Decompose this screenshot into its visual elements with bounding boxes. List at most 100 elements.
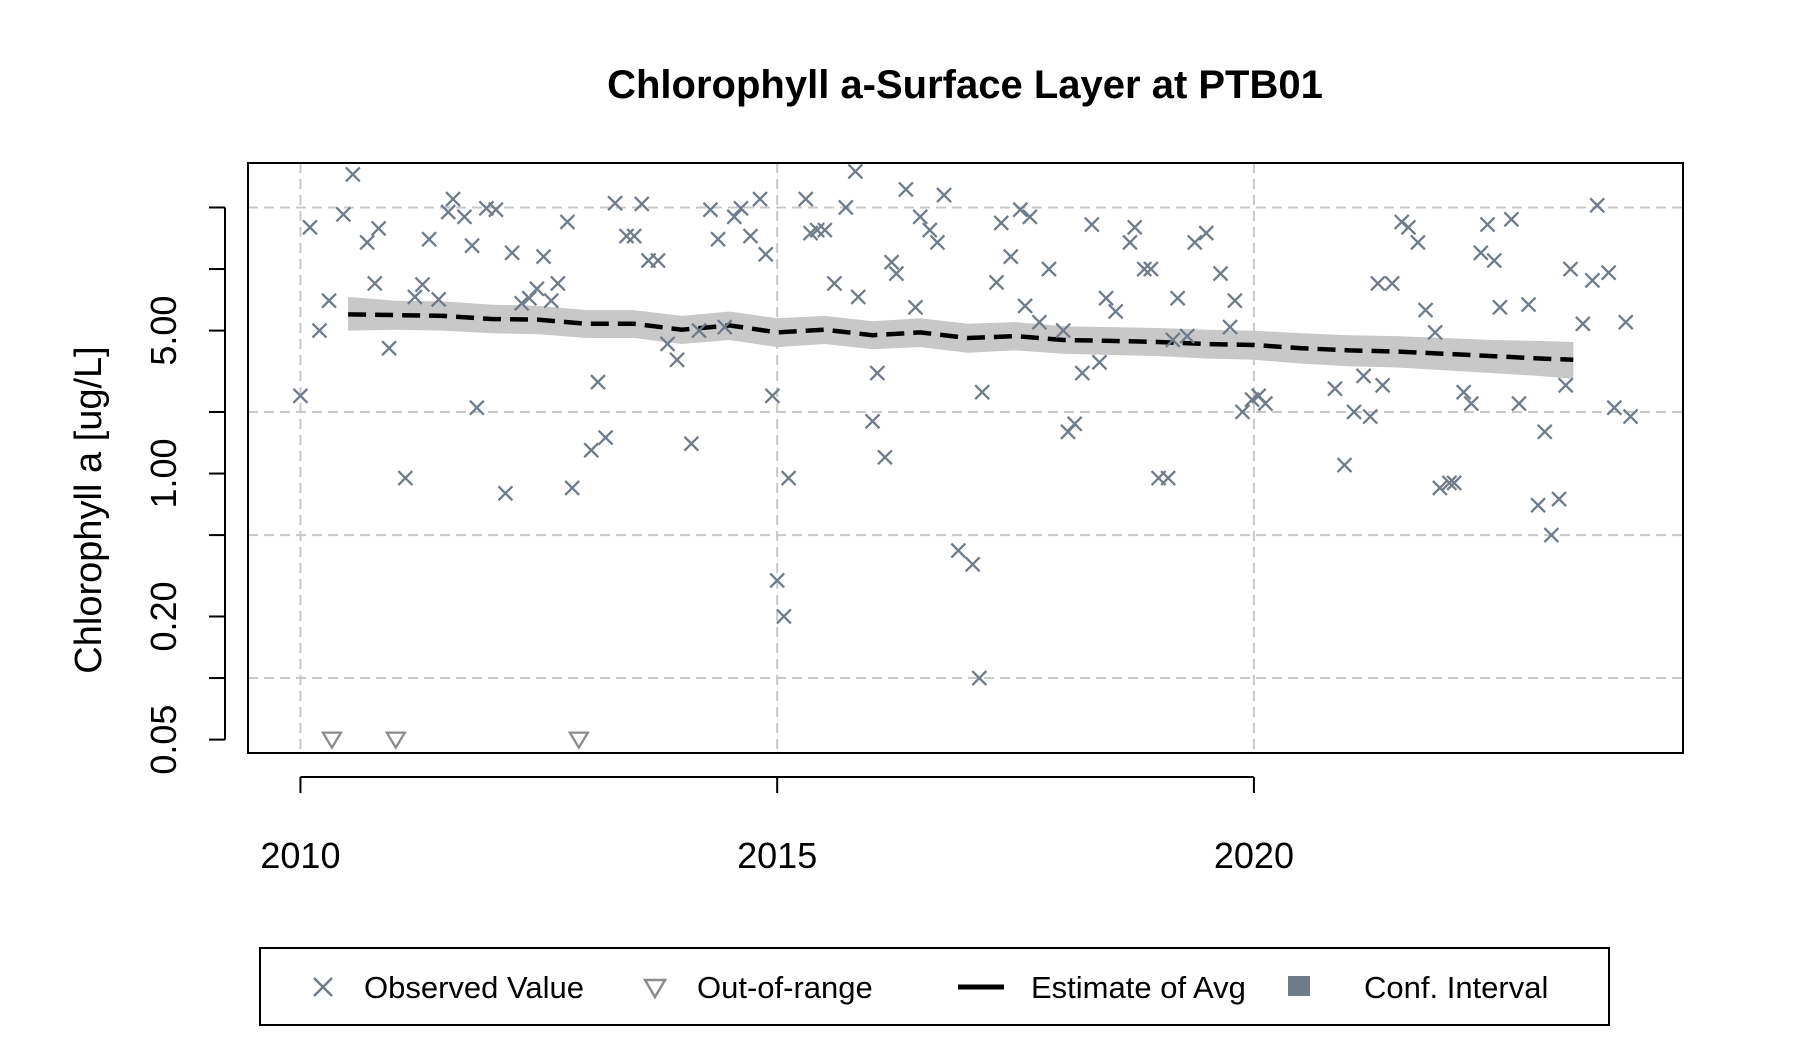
observed-point-128 — [1441, 475, 1458, 491]
y-tick-label-0: 0.05 — [143, 705, 184, 775]
observed-point-120 — [1374, 377, 1391, 394]
observed-point-15 — [440, 204, 457, 220]
observed-point-99 — [1143, 261, 1159, 277]
observed-point-135 — [1492, 299, 1508, 316]
observed-point-113 — [1257, 395, 1274, 412]
observed-point-64 — [850, 289, 867, 305]
observed-point-45 — [702, 201, 719, 218]
observed-point-147 — [1589, 197, 1605, 214]
out-of-range-point-1 — [384, 731, 407, 750]
x-axis: 2010 2015 2020 — [260, 776, 1294, 876]
observed-point-6 — [359, 234, 375, 251]
observed-point-12 — [414, 276, 431, 293]
observed-point-2 — [311, 322, 328, 339]
observed-point-136 — [1503, 211, 1520, 228]
y-axis-label: Chlorophyll a [ug/L] — [68, 346, 110, 673]
observed-point-91 — [1074, 365, 1091, 381]
observed-point-18 — [464, 237, 480, 254]
observed-point-35 — [607, 195, 623, 211]
observed-point-14 — [430, 291, 447, 308]
observed-point-133 — [1479, 216, 1496, 233]
observed-point-34 — [597, 429, 614, 446]
observed-point-66 — [869, 365, 886, 381]
observed-point-50 — [742, 228, 759, 244]
observed-point-121 — [1384, 275, 1400, 292]
observed-point-119 — [1370, 275, 1386, 292]
observed-point-32 — [583, 442, 600, 459]
observed-point-0 — [292, 387, 309, 404]
observed-point-139 — [1530, 497, 1546, 514]
legend-marker-out-of-range — [642, 978, 668, 1000]
observed-point-85 — [1022, 209, 1038, 225]
observed-point-131 — [1463, 395, 1480, 412]
legend-box — [259, 947, 1610, 1026]
observed-point-33 — [590, 374, 606, 390]
observed-point-103 — [1169, 290, 1186, 307]
estimate-series-line — [348, 312, 1574, 363]
observed-point-87 — [1041, 261, 1057, 277]
observed-point-16 — [445, 191, 461, 207]
x-tick-label-1: 2015 — [737, 835, 817, 876]
legend-marker-ci — [1288, 976, 1310, 996]
observed-point-22 — [497, 485, 514, 502]
observed-point-7 — [367, 275, 383, 292]
out-of-range-point-0 — [320, 731, 343, 750]
observed-point-57 — [797, 191, 814, 207]
observed-point-102 — [1165, 332, 1181, 348]
observed-point-23 — [504, 245, 520, 261]
observed-point-29 — [550, 275, 566, 292]
observed-point-11 — [407, 289, 423, 305]
observed-point-77 — [964, 556, 981, 573]
observed-point-144 — [1562, 261, 1579, 277]
observed-point-8 — [370, 220, 387, 237]
observed-point-56 — [780, 470, 797, 486]
observed-point-51 — [752, 191, 768, 207]
observed-point-134 — [1486, 252, 1503, 269]
observed-point-129 — [1446, 475, 1462, 491]
chart-title: Chlorophyll a-Surface Layer at PTB01 — [607, 63, 1323, 107]
observed-point-62 — [838, 199, 854, 216]
observed-point-68 — [883, 254, 900, 271]
observed-point-26 — [529, 281, 545, 297]
observed-point-117 — [1355, 368, 1372, 384]
observed-point-55 — [776, 608, 792, 625]
observed-point-60 — [817, 222, 833, 238]
observed-point-97 — [1126, 219, 1143, 236]
observed-point-107 — [1212, 265, 1229, 282]
observed-point-78 — [971, 670, 988, 686]
observed-point-148 — [1600, 264, 1617, 281]
observed-point-65 — [864, 413, 881, 430]
observed-point-88 — [1055, 322, 1072, 339]
observed-point-118 — [1362, 408, 1379, 425]
observed-point-95 — [1107, 303, 1124, 320]
observed-point-42 — [669, 351, 685, 368]
observed-point-126 — [1427, 324, 1443, 341]
observed-point-150 — [1617, 314, 1634, 330]
observed-point-145 — [1575, 315, 1591, 332]
legend-marker-observed — [313, 977, 333, 997]
x-tick-label-0: 2010 — [260, 835, 340, 876]
observed-point-17 — [456, 209, 473, 225]
observed-point-75 — [936, 187, 952, 203]
observed-point-59 — [809, 222, 826, 238]
observed-point-46 — [710, 231, 726, 247]
observed-point-149 — [1606, 399, 1623, 416]
out-of-range-point-2 — [567, 731, 590, 750]
observed-point-130 — [1455, 384, 1472, 400]
observed-point-93 — [1091, 354, 1108, 371]
observed-point-5 — [345, 166, 361, 183]
observed-point-146 — [1584, 272, 1601, 289]
legend-label-ci: Conf. Interval — [1364, 970, 1548, 1005]
observed-point-76 — [950, 542, 967, 559]
observed-point-96 — [1122, 234, 1138, 251]
observed-point-84 — [1017, 298, 1033, 314]
observed-point-90 — [1066, 416, 1083, 432]
observed-point-81 — [993, 215, 1010, 231]
observed-point-92 — [1084, 216, 1100, 233]
observed-point-13 — [421, 231, 437, 247]
observed-point-115 — [1336, 457, 1353, 473]
observed-point-104 — [1179, 328, 1195, 344]
observed-point-124 — [1410, 234, 1426, 251]
observed-point-138 — [1520, 296, 1537, 313]
